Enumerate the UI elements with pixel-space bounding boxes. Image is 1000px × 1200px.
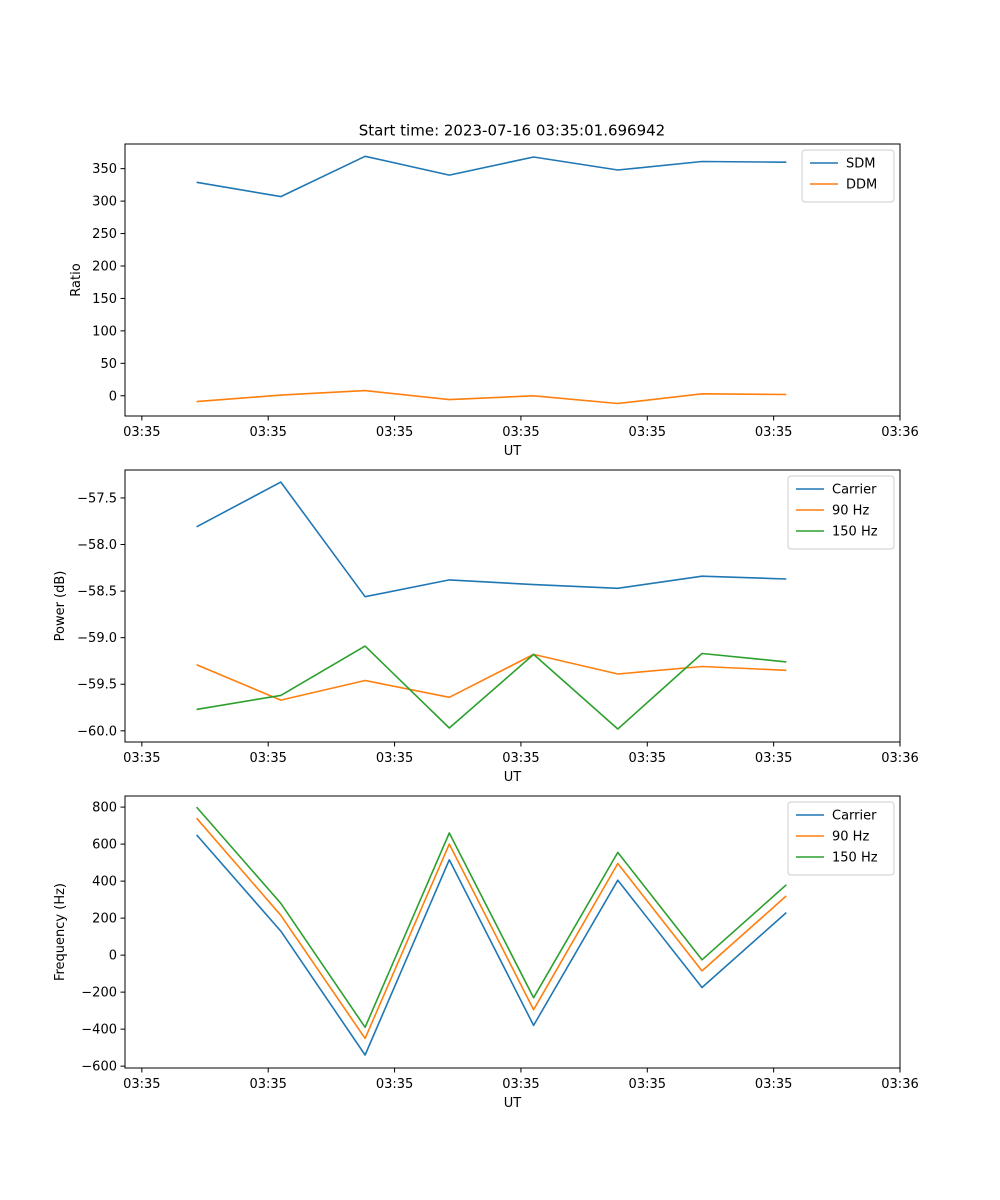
x-tick-label: 03:36 (881, 425, 918, 440)
axes-frame (124, 143, 901, 417)
x-tick-label: 03:35 (376, 1077, 413, 1092)
legend-label: 150 Hz (832, 525, 878, 540)
y-tick-label: 150 (92, 292, 117, 307)
series-line-carrier (196, 481, 787, 598)
series-line-90-hz (195, 817, 787, 1040)
legend: Carrier 90 Hz 150 Hz (787, 801, 895, 876)
legend: SDM DDM (801, 149, 895, 203)
y-tick-label: −59.5 (77, 678, 117, 693)
y-tick-label: −59.0 (77, 631, 117, 646)
series-line-150-hz (196, 645, 787, 730)
x-tick-label: 03:35 (123, 1077, 160, 1092)
legend-label: DDM (846, 178, 877, 193)
y-tick-label: 600 (92, 838, 117, 853)
y-tick-label: 0 (109, 949, 117, 964)
x-tick-label: 03:35 (502, 425, 539, 440)
y-tick-label: −400 (81, 1023, 117, 1038)
series-line-90-hz (196, 653, 787, 701)
y-tick-label: 50 (100, 357, 117, 372)
y-tick-label: 200 (92, 259, 117, 274)
y-tick-label: 0 (109, 389, 117, 404)
x-tick-label: 03:35 (502, 751, 539, 766)
legend-label: Carrier (832, 809, 877, 824)
y-tick-label: −600 (81, 1060, 117, 1075)
series-line-carrier (195, 834, 787, 1056)
x-tick-label: 03:36 (881, 1077, 918, 1092)
axes-frame (124, 795, 901, 1069)
axes-frame (124, 469, 901, 743)
y-tick-label: 100 (92, 324, 117, 339)
series-line-sdm (196, 155, 787, 198)
x-tick-label: 03:35 (249, 751, 286, 766)
x-tick-label: 03:35 (629, 1077, 666, 1092)
legend-label: 150 Hz (832, 851, 878, 866)
y-tick-label: 300 (92, 195, 117, 210)
x-tick-label: 03:35 (755, 751, 792, 766)
x-tick-label: 03:35 (755, 1077, 792, 1092)
series-line-ddm (196, 389, 787, 405)
legend: Carrier 90 Hz 150 Hz (787, 475, 895, 550)
x-tick-label: 03:35 (249, 425, 286, 440)
legend-label: SDM (846, 157, 875, 172)
legend-label: Carrier (832, 483, 877, 498)
y-tick-label: 800 (92, 801, 117, 816)
y-tick-label: −200 (81, 986, 117, 1001)
figure-title: Start time: 2023-07-16 03:35:01.696942 (359, 122, 665, 140)
x-tick-label: 03:35 (755, 425, 792, 440)
x-tick-label: 03:35 (123, 751, 160, 766)
x-tick-label: 03:35 (629, 751, 666, 766)
y-tick-label: −58.5 (77, 585, 117, 600)
x-tick-label: 03:36 (881, 751, 918, 766)
x-tick-label: 03:35 (123, 425, 160, 440)
x-tick-label: 03:35 (249, 1077, 286, 1092)
x-tick-label: 03:35 (502, 1077, 539, 1092)
y-tick-label: 250 (92, 227, 117, 242)
subplot-2: 03:35 03:35 03:35 03:35 03:35 03:35 03:36 −60.0… (53, 469, 919, 785)
x-tick-label: 03:35 (629, 425, 666, 440)
y-tick-label: −58.0 (77, 538, 117, 553)
y-axis-label: Frequency (Hz) (53, 883, 68, 981)
y-axis-label: Ratio (69, 263, 84, 296)
subplot-3: 03:35 03:35 03:35 03:35 03:35 03:35 03:36 −600 −… (53, 795, 919, 1111)
x-axis-label: UT (504, 444, 522, 459)
subplot-1: 03:35 03:35 03:35 03:35 03:35 03:35 03:36 0 50 10… (69, 143, 919, 459)
y-tick-label: −60.0 (77, 724, 117, 739)
y-tick-label: 400 (92, 875, 117, 890)
x-tick-label: 03:35 (376, 425, 413, 440)
y-tick-label: 200 (92, 912, 117, 927)
x-axis-label: UT (504, 770, 522, 785)
y-tick-label: −57.5 (77, 491, 117, 506)
legend-label: 90 Hz (832, 830, 869, 845)
series-line-150-hz (195, 806, 787, 1029)
legend-label: 90 Hz (832, 504, 869, 519)
x-tick-label: 03:35 (376, 751, 413, 766)
y-axis-label: Power (dB) (53, 571, 68, 642)
y-tick-label: 350 (92, 162, 117, 177)
x-axis-label: UT (504, 1096, 522, 1111)
